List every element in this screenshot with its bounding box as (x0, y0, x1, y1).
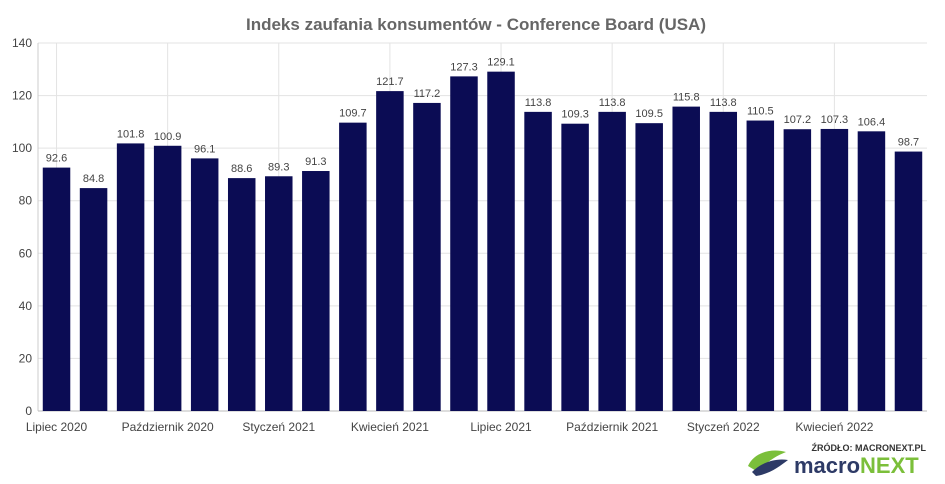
x-tick-label: Lipiec 2021 (470, 420, 532, 434)
bar (79, 188, 108, 411)
bar (450, 76, 478, 411)
logo-text-macro: macro (794, 453, 860, 478)
y-tick-label: 140 (12, 36, 32, 50)
data-label: 113.8 (710, 97, 737, 109)
logo-text-next: NEXT (860, 453, 919, 478)
bar (339, 122, 367, 411)
bar (524, 111, 552, 412)
bars (42, 71, 923, 412)
data-label: 98.7 (898, 137, 919, 149)
data-label: 88.6 (231, 163, 252, 175)
data-label: 92.6 (46, 153, 67, 165)
bar (894, 151, 923, 411)
y-tick-label: 20 (19, 351, 33, 365)
data-label: 109.5 (635, 108, 663, 120)
x-tick-label: Kwiecień 2022 (795, 420, 873, 434)
data-label: 100.9 (154, 131, 182, 143)
bar (153, 145, 182, 411)
y-tick-label: 0 (25, 404, 32, 418)
x-tick-label: Kwiecień 2021 (351, 420, 429, 434)
data-label: 110.5 (747, 106, 774, 118)
bar (561, 123, 589, 411)
source-label: ŹRÓDŁO: MACRONEXT.PL (812, 442, 927, 453)
data-label: 115.8 (673, 92, 700, 104)
data-label: 101.8 (117, 128, 145, 140)
y-tick-label: 40 (19, 299, 33, 313)
data-label: 84.8 (83, 173, 104, 185)
bar (598, 111, 626, 412)
x-axis: Lipiec 2020 Październik 2020 Styczeń 2021 K… (26, 420, 874, 434)
data-label: 113.8 (599, 97, 626, 109)
data-label: 91.3 (305, 156, 326, 168)
data-label: 117.2 (414, 88, 441, 100)
data-label: 107.2 (784, 114, 812, 126)
data-label: 96.1 (194, 143, 215, 155)
y-tick-label: 60 (19, 246, 33, 260)
x-tick-label: Lipiec 2020 (26, 420, 88, 434)
bar (190, 158, 219, 411)
data-label: 121.7 (376, 76, 404, 88)
data-label: 109.3 (561, 109, 589, 121)
bar (672, 106, 700, 412)
data-label: 89.3 (268, 161, 289, 173)
bar (746, 120, 775, 412)
y-tick-label: 80 (19, 194, 33, 208)
data-label: 129.1 (487, 57, 515, 69)
bar (265, 176, 293, 411)
bar (227, 178, 256, 411)
x-tick-label: Styczeń 2021 (242, 420, 315, 434)
data-label: 113.8 (525, 97, 552, 109)
logo-text: macroNEXT (794, 453, 919, 478)
x-tick-label: Styczeń 2022 (687, 420, 760, 434)
y-tick-label: 100 (12, 141, 32, 155)
data-label: 107.3 (821, 114, 849, 126)
data-labels: 92.6 84.8 101.8 100.9 96.1 88.6 89.3 91.3 109.7 1… (46, 57, 919, 185)
data-label: 127.3 (450, 61, 478, 73)
bar (635, 123, 663, 412)
data-label: 106.4 (858, 116, 886, 128)
bar (820, 128, 849, 411)
bar (302, 171, 330, 411)
source-branding: ŹRÓDŁO: MACRONEXT.PL macroNEXT (748, 442, 926, 478)
bar (857, 131, 886, 411)
x-tick-label: Październik 2020 (122, 420, 214, 434)
y-tick-label: 120 (12, 89, 32, 103)
bar (487, 71, 515, 411)
bar (116, 143, 145, 411)
y-axis: 0 20 40 60 80 100 120 140 (12, 36, 32, 418)
bar (783, 129, 812, 411)
bar (709, 111, 738, 412)
bar (413, 102, 441, 411)
bar (42, 167, 71, 411)
x-tick-label: Październik 2021 (566, 420, 658, 434)
leaf-logo-icon (748, 450, 788, 476)
chart-title: Indeks zaufania konsumentów - Conference… (246, 15, 706, 34)
bar (376, 91, 404, 412)
data-label: 109.7 (339, 108, 367, 120)
